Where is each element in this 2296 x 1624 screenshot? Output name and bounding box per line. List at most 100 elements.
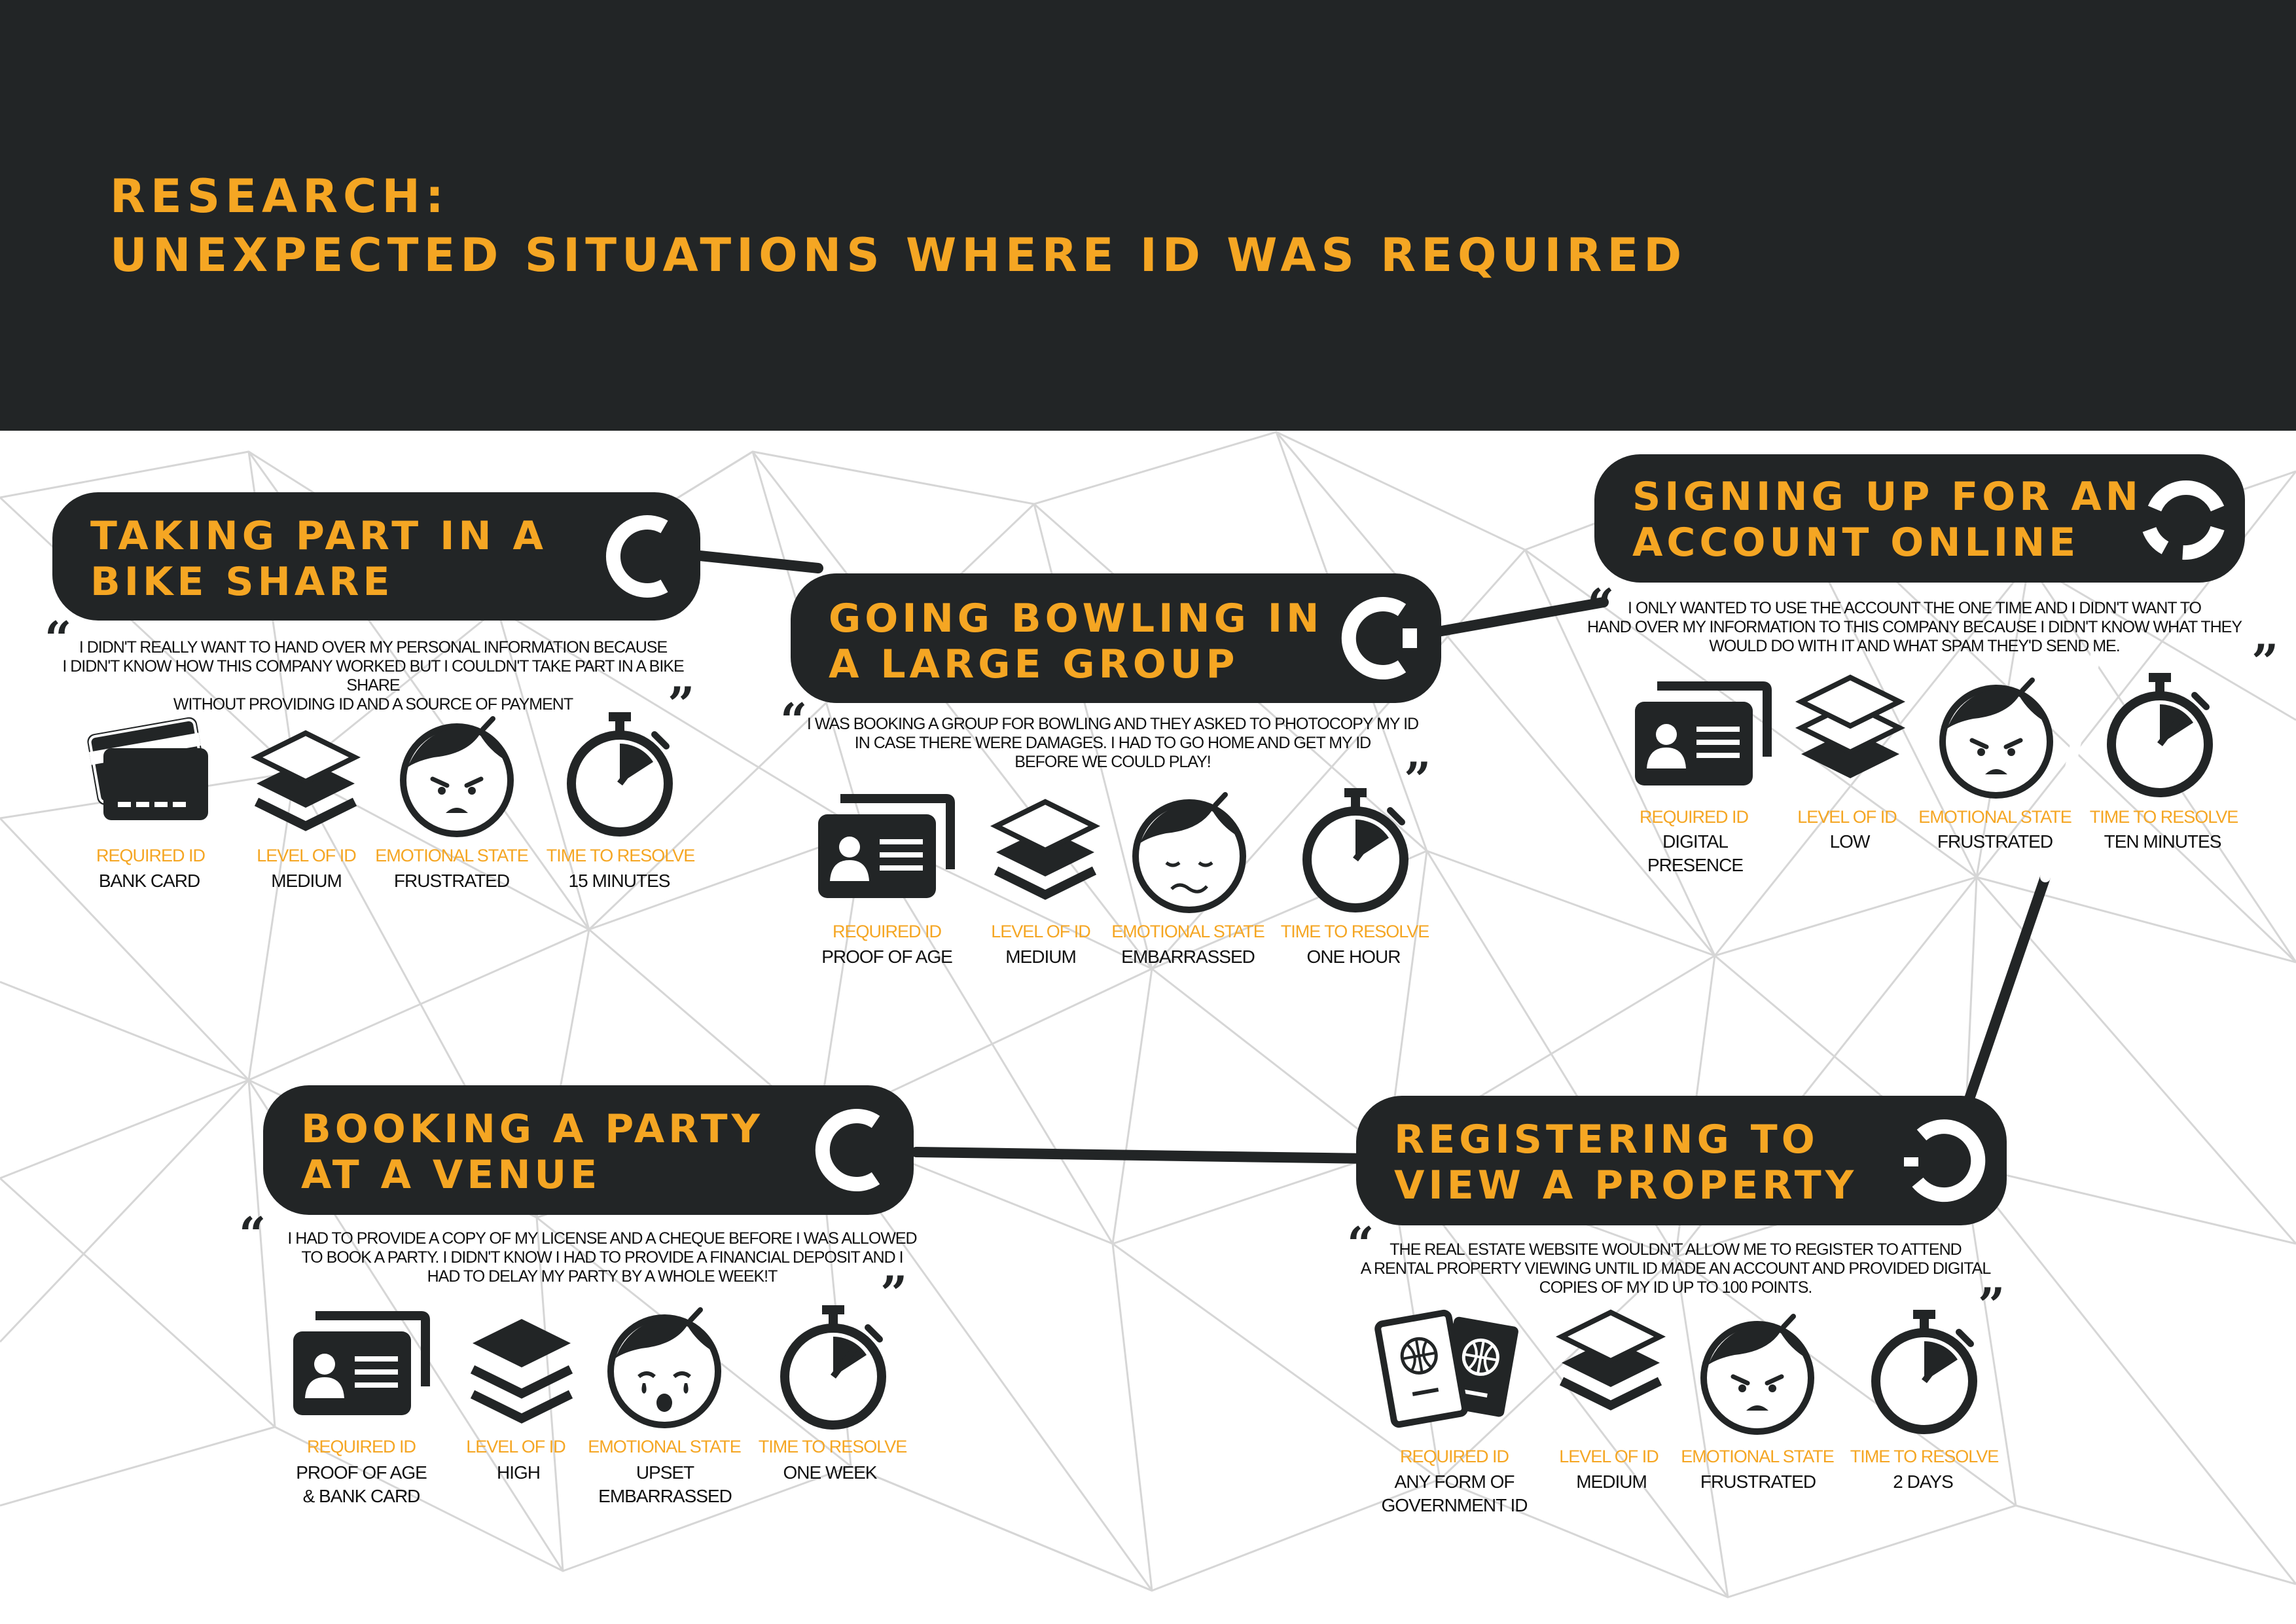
page-title: RESEARCH: UNEXPECTED SITUATIONS WHERE ID… — [110, 167, 1687, 285]
quote-line-1: I DIDN'T REALLY WANT TO HAND OVER MY PER… — [79, 638, 668, 657]
quote-line-3: WOULD DO WITH IT AND WHAT SPAM THEY'D SE… — [1709, 637, 2120, 655]
situation-card-bowling: GOING BOWLING IN A LARGE GROUP — [791, 573, 1441, 703]
step-ring-icon — [606, 515, 668, 598]
close-quote-icon: ” — [880, 1265, 908, 1321]
label-level-of-id: LEVEL OF ID — [1797, 807, 1897, 827]
situation-title-line-2: A LARGE GROUP — [829, 641, 1239, 687]
situation-title-line-2: BIKE SHARE — [90, 559, 394, 605]
frustrated-face-icon — [1939, 677, 2053, 799]
label-required-id: REQUIRED ID — [832, 922, 942, 941]
situation-title-line-1: BOOKING A PARTY — [301, 1106, 764, 1152]
step-ring-icon — [815, 1109, 880, 1191]
label-emotional-state: EMOTIONAL STATE — [588, 1437, 742, 1456]
situation-quote: I WAS BOOKING A GROUP FOR BOWLING AND TH… — [779, 715, 1446, 772]
quote-line-1: I ONLY WANTED TO USE THE ACCOUNT THE ONE… — [1628, 599, 2202, 617]
quote-line-3: BEFORE WE COULD PLAY! — [1014, 753, 1211, 771]
value-required-id: BANK CARD — [98, 871, 200, 891]
page-title-line-1: RESEARCH: — [110, 170, 449, 223]
open-quote-icon: “ — [1587, 578, 1615, 634]
value-time-to-resolve: ONE HOUR — [1306, 947, 1401, 967]
connector-account-property-light — [2040, 584, 2116, 882]
label-level-of-id: LEVEL OF ID — [257, 846, 357, 865]
situation-quote: THE REAL ESTATE WEBSITE WOULDN'T ALLOW M… — [1348, 1240, 2003, 1297]
label-emotional-state: EMOTIONAL STATE — [1918, 807, 2072, 827]
stopwatch-icon — [2107, 673, 2213, 797]
frustrated-face-icon — [1700, 1314, 1814, 1435]
value-required-id-line-2: PRESENCE — [1647, 855, 1744, 875]
situation-card-party-venue: BOOKING A PARTY AT A VENUE — [263, 1085, 914, 1215]
value-level-of-id: LOW — [1829, 831, 1871, 852]
passport-icon — [1374, 1309, 1518, 1428]
stopwatch-icon — [1302, 788, 1408, 912]
step-ring-icon — [1904, 1119, 1986, 1202]
embarrassed-face-icon — [1132, 792, 1246, 913]
value-emotional-state: UPSET EMBARRASSED — [580, 1461, 750, 1508]
value-required-id-line-1: ANY FORM OF — [1394, 1471, 1515, 1492]
quote-line-3: WITHOUT PROVIDING ID AND A SOURCE OF PAY… — [173, 695, 573, 713]
layers-medium-icon — [1555, 1309, 1666, 1411]
situation-title-line-2: ACCOUNT ONLINE — [1632, 520, 2080, 566]
connector-account-property — [1962, 872, 2051, 1111]
value-level-of-id: MEDIUM — [1576, 1471, 1647, 1492]
connector-bike-bowling — [689, 550, 823, 573]
quote-line-2: I DIDN'T KNOW HOW THIS COMPANY WORKED BU… — [62, 657, 684, 695]
label-required-id: REQUIRED ID — [306, 1437, 416, 1456]
situation-title-line-1: GOING BOWLING IN — [829, 596, 1323, 641]
id-card-icon — [818, 794, 955, 898]
label-required-id: REQUIRED ID — [1639, 807, 1749, 827]
close-quote-icon: ” — [2251, 634, 2279, 689]
situation-quote: I ONLY WANTED TO USE THE ACCOUNT THE ONE… — [1584, 599, 2245, 656]
situation-title-line-2: AT A VENUE — [301, 1152, 601, 1198]
label-level-of-id: LEVEL OF ID — [1559, 1447, 1659, 1466]
stopwatch-icon — [1871, 1310, 1977, 1434]
value-emotional-state: FRUSTRATED — [393, 871, 510, 891]
layers-high-icon — [470, 1319, 573, 1424]
close-quote-icon: ” — [668, 676, 695, 732]
step-ring-icon — [2142, 480, 2225, 560]
value-required-id-line-1: DIGITAL — [1662, 831, 1729, 852]
label-time-to-resolve: TIME TO RESOLVE — [546, 846, 696, 865]
connector-bowling-account — [1422, 597, 1609, 639]
value-required-id-line-1: PROOF OF AGE — [296, 1462, 427, 1483]
quote-line-2: TO BOOK A PARTY. I DIDN'T KNOW I HAD TO … — [301, 1248, 903, 1267]
page-title-line-2: UNEXPECTED SITUATIONS WHERE ID WAS REQUI… — [110, 228, 1687, 282]
value-emotional-state: FRUSTRATED — [1937, 831, 2053, 852]
value-emotional-state-line-1: UPSET — [636, 1462, 694, 1483]
value-required-id-line-2: GOVERNMENT ID — [1381, 1495, 1528, 1515]
open-quote-icon: “ — [45, 611, 72, 666]
value-time-to-resolve: 15 MINUTES — [568, 871, 671, 891]
situation-card-bike-share: TAKING PART IN A BIKE SHARE — [52, 492, 700, 621]
situation-card-account-online: SIGNING UP FOR AN ACCOUNT ONLINE — [1594, 454, 2245, 583]
situation-quote: I DIDN'T REALLY WANT TO HAND OVER MY PER… — [39, 638, 707, 714]
layers-medium-icon — [250, 730, 361, 831]
label-level-of-id: LEVEL OF ID — [991, 922, 1091, 941]
frustrated-face-icon — [400, 716, 514, 837]
quote-line-1: I HAD TO PROVIDE A COPY OF MY LICENSE AN… — [287, 1229, 917, 1248]
value-required-id: ANY FORM OF GOVERNMENT ID — [1369, 1470, 1539, 1517]
label-time-to-resolve: TIME TO RESOLVE — [2089, 807, 2239, 827]
quote-line-1: I WAS BOOKING A GROUP FOR BOWLING AND TH… — [806, 715, 1419, 733]
value-required-id: DIGITAL PRESENCE — [1610, 830, 1780, 877]
value-required-id: PROOF OF AGE — [821, 947, 953, 967]
step-ring-icon — [1341, 597, 1417, 679]
quote-line-2: A RENTAL PROPERTY VIEWING UNTIL ID MADE … — [1360, 1259, 1992, 1278]
id-card-icon — [1635, 681, 1772, 785]
label-time-to-resolve: TIME TO RESOLVE — [1280, 922, 1430, 941]
close-quote-icon: ” — [1978, 1277, 2005, 1333]
quote-line-2: IN CASE THERE WERE DAMAGES. I HAD TO GO … — [854, 734, 1371, 752]
quote-line-1: THE REAL ESTATE WEBSITE WOULDN'T ALLOW M… — [1390, 1240, 1962, 1259]
value-required-id-line-2: & BANK CARD — [302, 1486, 421, 1506]
id-card-icon — [293, 1311, 430, 1415]
value-emotional-state: EMBARRASSED — [1121, 947, 1255, 967]
situation-title-line-1: REGISTERING TO — [1394, 1117, 1819, 1163]
value-required-id: PROOF OF AGE & BANK CARD — [276, 1461, 446, 1508]
quote-line-3: HAD TO DELAY MY PARTY BY A WHOLE WEEK!T — [427, 1267, 778, 1286]
situation-title-line-2: VIEW A PROPERTY — [1394, 1163, 1858, 1208]
label-emotional-state: EMOTIONAL STATE — [1111, 922, 1265, 941]
open-quote-icon: “ — [1347, 1216, 1374, 1272]
label-time-to-resolve: TIME TO RESOLVE — [758, 1437, 908, 1456]
quote-line-2: HAND OVER MY INFORMATION TO THIS COMPANY… — [1587, 618, 2242, 636]
value-time-to-resolve: 2 DAYS — [1893, 1471, 1954, 1492]
layers-low-icon — [1795, 674, 1906, 778]
